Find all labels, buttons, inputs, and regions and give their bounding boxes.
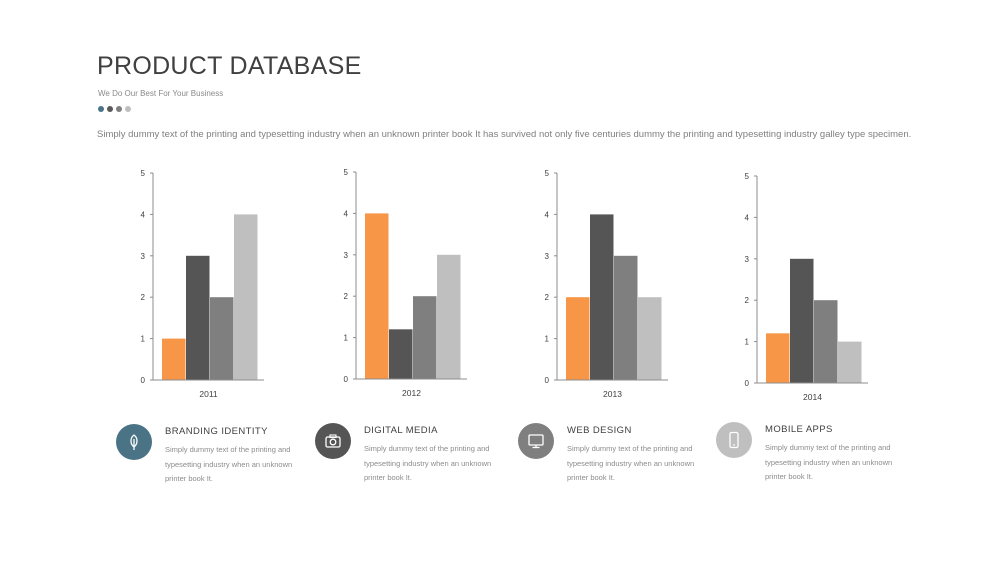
- feature-title: DIGITAL MEDIA: [364, 425, 438, 436]
- bar: [814, 300, 838, 383]
- x-category-label: 2013: [603, 389, 622, 399]
- y-tick-label: 5: [141, 169, 146, 178]
- chart-2012: 0 1 2 3 4 5 2012: [333, 167, 483, 407]
- y-tick-label: 1: [141, 335, 146, 344]
- chart-2011: 0 1 2 3 4 5 2011: [130, 168, 280, 408]
- y-tick-label: 5: [344, 168, 349, 177]
- chart-2014-svg: 0 1 2 3 4 5 2014: [745, 172, 868, 402]
- dot-2: [107, 106, 113, 112]
- chart-2013: 0 1 2 3 4 5 2013: [534, 168, 684, 408]
- intro-paragraph: Simply dummy text of the printing and ty…: [97, 129, 912, 140]
- page-title: PRODUCT DATABASE: [97, 52, 362, 80]
- bar: [614, 255, 638, 380]
- bar: [590, 214, 614, 380]
- feature-icon-circle: [116, 424, 152, 460]
- bar: [638, 297, 662, 380]
- monitor-icon: [528, 434, 544, 449]
- feature-title: MOBILE APPS: [765, 424, 833, 435]
- feature-description: Simply dummy text of the printing and ty…: [567, 444, 695, 482]
- chart-2012-svg: 0 1 2 3 4 5 2012: [344, 168, 467, 398]
- bar: [437, 254, 461, 379]
- bar: [365, 213, 389, 379]
- leaf-icon: [130, 434, 138, 450]
- dot-3: [116, 106, 122, 112]
- bar: [186, 255, 210, 380]
- y-tick-label: 4: [545, 210, 550, 219]
- bar: [413, 296, 437, 379]
- y-tick-label: 2: [141, 293, 146, 302]
- y-tick-label: 0: [545, 376, 550, 385]
- y-tick-label: 5: [545, 169, 550, 178]
- feature-icon-circle: [518, 423, 554, 459]
- chart-2014: 0 1 2 3 4 5 2014: [734, 171, 884, 411]
- bar: [766, 333, 790, 383]
- decorative-dots: [98, 106, 131, 112]
- dot-4: [125, 106, 131, 112]
- bar: [566, 297, 590, 380]
- x-category-label: 2011: [199, 389, 218, 399]
- y-tick-label: 3: [344, 251, 349, 260]
- y-tick-label: 0: [344, 375, 349, 384]
- y-tick-label: 4: [745, 213, 750, 222]
- y-tick-label: 3: [545, 252, 550, 261]
- y-tick-label: 1: [545, 335, 550, 344]
- y-tick-label: 4: [141, 210, 146, 219]
- y-tick-label: 2: [344, 292, 349, 301]
- chart-2013-svg: 0 1 2 3 4 5 2013: [545, 169, 668, 399]
- feature-title: BRANDING IDENTITY: [165, 426, 268, 437]
- y-tick-label: 3: [141, 252, 146, 261]
- y-tick-label: 2: [545, 293, 550, 302]
- x-category-label: 2014: [803, 392, 822, 402]
- y-tick-label: 1: [344, 334, 349, 343]
- feature-title: WEB DESIGN: [567, 425, 632, 436]
- y-tick-label: 5: [745, 172, 750, 181]
- feature-description: Simply dummy text of the printing and ty…: [765, 443, 893, 481]
- feature-description: Simply dummy text of the printing and ty…: [165, 445, 293, 483]
- y-tick-label: 0: [141, 376, 146, 385]
- page-subtitle: We Do Our Best For Your Business: [98, 89, 224, 98]
- mobile-icon: [729, 431, 739, 449]
- bar: [234, 214, 258, 380]
- bar: [389, 329, 413, 379]
- camera-icon: [325, 434, 341, 448]
- chart-2011-svg: 0 1 2 3 4 5 2011: [141, 169, 264, 399]
- y-tick-label: 2: [745, 296, 750, 305]
- y-tick-label: 3: [745, 255, 750, 264]
- bar: [790, 258, 814, 383]
- feature-icon-circle: [315, 423, 351, 459]
- y-tick-label: 0: [745, 379, 750, 388]
- feature-icon-circle: [716, 422, 752, 458]
- bar: [162, 338, 186, 380]
- bar: [210, 297, 234, 380]
- feature-description: Simply dummy text of the printing and ty…: [364, 444, 492, 482]
- bar: [838, 341, 862, 383]
- y-tick-label: 4: [344, 209, 349, 218]
- dot-1: [98, 106, 104, 112]
- x-category-label: 2012: [402, 388, 421, 398]
- y-tick-label: 1: [745, 338, 750, 347]
